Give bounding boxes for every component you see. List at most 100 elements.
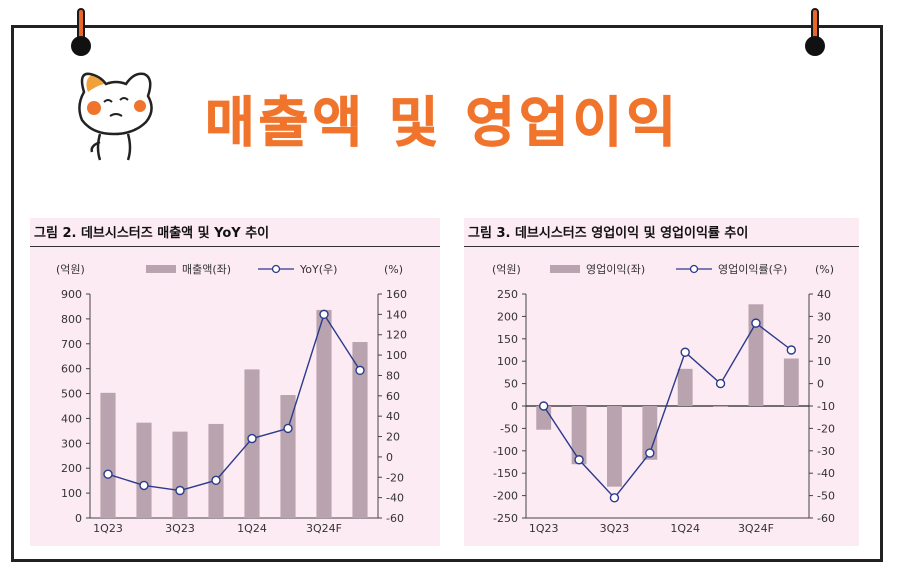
right-tick-label: -20 (817, 422, 835, 435)
right-tick-label: 140 (386, 308, 407, 321)
right-tick-label: -60 (817, 512, 835, 525)
left-tick-label: 700 (61, 338, 82, 351)
line-point-2Q24 (715, 378, 726, 389)
chart-title: 그림 3. 데브시스터즈 영업이익 및 영업이익률 추이 (468, 226, 749, 241)
line-point-1Q24 (247, 433, 257, 444)
right-unit-label: (%) (384, 263, 403, 276)
left-tick-label: 800 (61, 313, 82, 326)
left-tick-label: 100 (497, 355, 518, 368)
revenue-chart-panel: 그림 2. 데브시스터즈 매출액 및 YoY 추이 (억원) (%) 매출액(좌) Y… (30, 218, 440, 546)
left-tick-label: 0 (75, 512, 82, 525)
bar-1Q23 (100, 392, 116, 518)
bar-4Q23 (208, 423, 224, 518)
right-tick-label: 40 (386, 410, 400, 423)
line-point-1Q24 (680, 347, 690, 357)
revenue-chart: (억원) (%)매출액(좌) YoY(우)010020030040050060070… (56, 263, 407, 535)
x-tick-label: 3Q23 (165, 522, 195, 535)
left-tick-label: 200 (61, 462, 82, 475)
line-series (107, 312, 361, 492)
left-tick-label: -200 (493, 490, 518, 503)
bar-2Q24 (713, 406, 728, 407)
x-tick-label: 3Q23 (600, 522, 630, 535)
right-tick-label: -40 (386, 492, 404, 505)
legend-bar-swatch (550, 265, 580, 273)
left-tick-label: 600 (61, 363, 82, 376)
page-title: 매출액 및 영업이익 (205, 91, 681, 155)
bar-4Q23 (642, 406, 658, 460)
bar-3Q23 (607, 406, 622, 487)
line-point-4Q24F (786, 345, 797, 355)
right-tick-label: -20 (386, 471, 404, 484)
right-tick-label: 0 (817, 378, 824, 391)
line-point-1Q23 (538, 401, 549, 411)
line-point-2Q24 (283, 423, 293, 434)
operating-profit-chart: (억원) (%)영업이익(좌) 영업이익률(우)-250-200-150-100-5… (492, 263, 835, 535)
bar-4Q24F (352, 342, 368, 518)
left-tick-label: 500 (61, 388, 82, 401)
left-tick-label: 100 (61, 487, 82, 500)
legend-line-label: YoY(우) (299, 263, 337, 276)
line-point-2Q23 (574, 455, 584, 465)
right-tick-label: -40 (817, 467, 835, 480)
right-tick-label: 20 (817, 333, 831, 346)
left-unit-label: (억원) (492, 263, 521, 276)
bar-3Q24F (316, 309, 332, 518)
bar-3Q23 (172, 431, 188, 518)
left-tick-label: -250 (493, 512, 518, 525)
x-tick-label: 1Q23 (93, 522, 123, 535)
line-point-2Q23 (139, 480, 149, 491)
pin-left-icon (71, 8, 91, 56)
left-tick-label: 900 (61, 288, 82, 301)
bar-2Q23 (136, 422, 152, 518)
left-tick-label: -100 (493, 445, 518, 458)
legend-bar-label: 매출액(좌) (182, 263, 231, 276)
right-tick-label: 80 (386, 369, 400, 382)
bar-1Q24 (677, 368, 693, 406)
right-tick-label: 60 (386, 390, 400, 403)
left-unit-label: (억원) (56, 263, 85, 276)
chart-title: 그림 2. 데브시스터즈 매출액 및 YoY 추이 (34, 226, 270, 241)
right-tick-label: -30 (817, 445, 835, 458)
x-tick-label: 1Q24 (237, 522, 267, 535)
bar-4Q24F (783, 358, 799, 406)
legend-line-label: 영업이익률(우) (718, 263, 787, 276)
bar-1Q24 (244, 369, 260, 518)
right-tick-label: 100 (386, 349, 407, 362)
legend-line-marker (689, 264, 699, 274)
line-point-3Q24F (751, 318, 761, 328)
left-tick-label: -150 (493, 467, 518, 480)
operating-profit-chart-panel: 그림 3. 데브시스터즈 영업이익 및 영업이익률 추이 (억원) (%) 영업이익… (464, 218, 859, 546)
left-tick-label: 150 (497, 333, 518, 346)
legend-bar-swatch (146, 265, 176, 273)
line-point-3Q23 (609, 493, 620, 503)
x-tick-label: 1Q23 (529, 522, 559, 535)
line-point-4Q23 (645, 448, 655, 458)
line-series (543, 322, 792, 499)
left-tick-label: 250 (497, 288, 518, 301)
right-unit-label: (%) (815, 263, 834, 276)
pin-right-icon (805, 8, 825, 56)
x-tick-label: 3Q24F (306, 522, 342, 535)
line-point-1Q23 (103, 469, 113, 479)
left-tick-label: -50 (500, 422, 518, 435)
line-point-4Q23 (211, 475, 221, 486)
right-tick-label: 20 (386, 431, 400, 444)
right-tick-label: 0 (386, 451, 393, 464)
right-tick-label: 160 (386, 288, 407, 301)
right-tick-label: -10 (817, 400, 835, 413)
right-tick-label: 40 (817, 288, 831, 301)
bar-2Q23 (571, 406, 587, 465)
right-tick-label: -60 (386, 512, 404, 525)
left-tick-label: 0 (511, 400, 518, 413)
legend-bar-label: 영업이익(좌) (586, 263, 645, 276)
x-tick-label: 1Q24 (670, 522, 700, 535)
line-point-3Q24F (319, 309, 329, 320)
left-tick-label: 300 (61, 437, 82, 450)
left-tick-label: 200 (497, 310, 518, 323)
right-tick-label: 30 (817, 310, 831, 323)
right-tick-label: 120 (386, 329, 407, 342)
line-point-4Q24F (355, 365, 365, 376)
legend-line-marker (271, 264, 281, 274)
cat-mascot-icon (78, 72, 153, 161)
left-tick-label: 50 (504, 378, 518, 391)
